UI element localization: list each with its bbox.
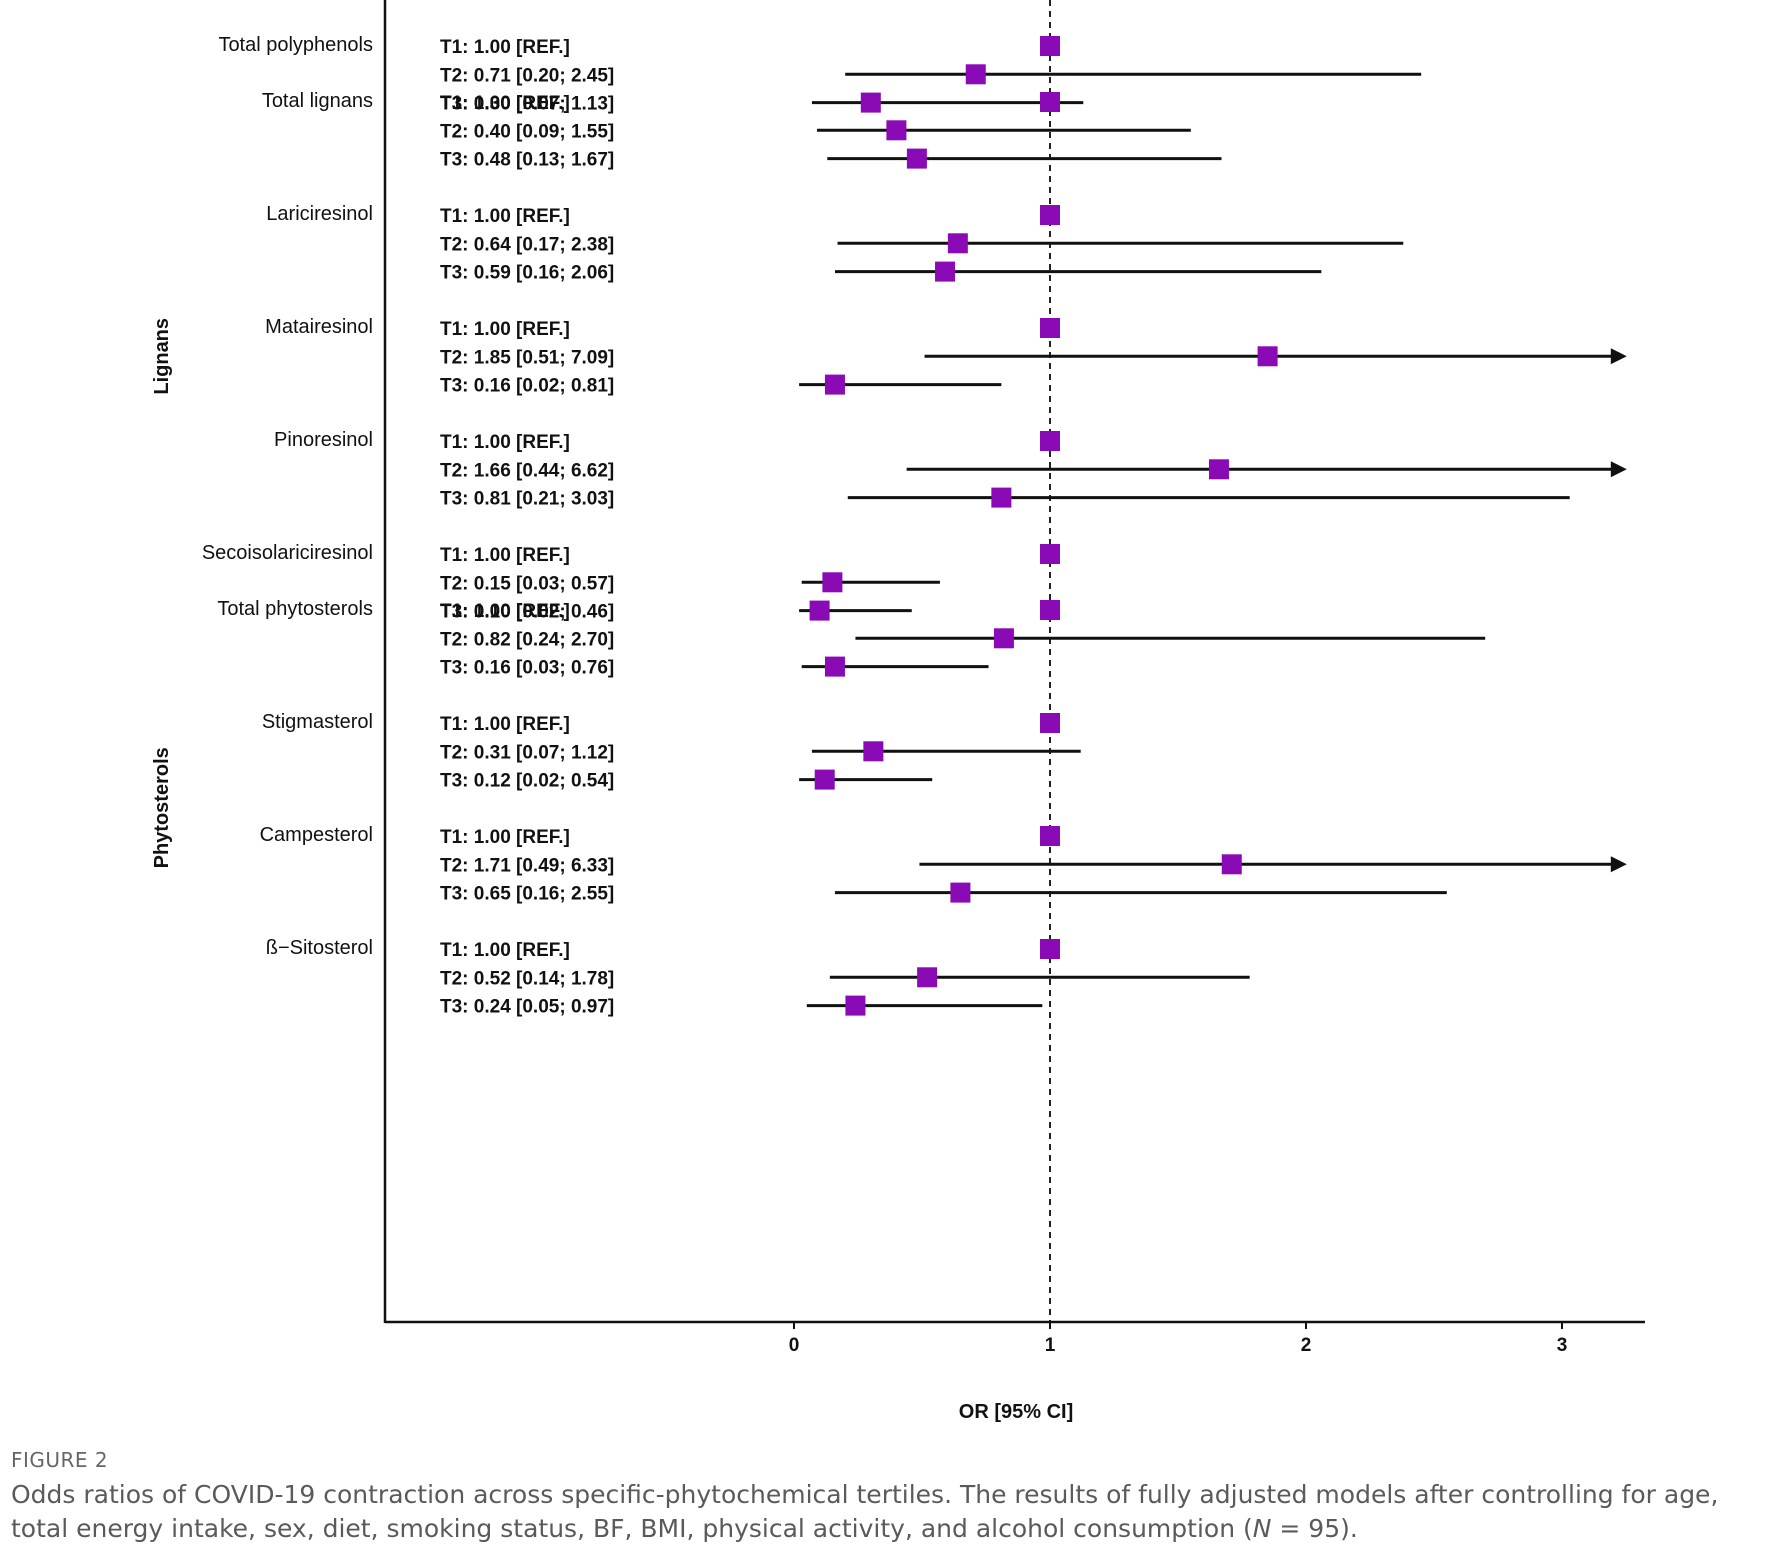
or-point: [886, 120, 907, 141]
or-point: [950, 882, 971, 903]
ci-arrow: [1610, 348, 1627, 365]
caption-n: N: [1252, 1514, 1272, 1543]
ci-arrow: [1610, 461, 1627, 478]
row-label: T1: 1.00 [REF.]: [440, 37, 570, 58]
row-label: T1: 1.00 [REF.]: [440, 545, 570, 566]
compound-label: Total polyphenols: [218, 34, 373, 56]
compound-label: Pinoresinol: [274, 429, 373, 451]
or-point: [814, 769, 835, 790]
row-label: T1: 1.00 [REF.]: [440, 206, 570, 227]
figure-caption-text: Odds ratios of COVID-19 contraction acro…: [11, 1478, 1761, 1546]
or-point: [845, 995, 866, 1016]
row-label: T3: 0.16 [0.02; 0.81]: [440, 376, 614, 397]
row-label: T2: 0.71 [0.20; 2.45]: [440, 65, 614, 86]
or-point: [1040, 431, 1060, 451]
figure-caption: FIGURE 2 Odds ratios of COVID-19 contrac…: [11, 1448, 1761, 1546]
or-point: [947, 233, 968, 254]
row-label: T2: 1.85 [0.51; 7.09]: [440, 347, 614, 368]
row-label: T3: 0.59 [0.16; 2.06]: [440, 263, 614, 284]
row-label: T3: 0.10 [0.02; 0.46]: [440, 602, 614, 623]
row-label: T1: 1.00 [REF.]: [440, 940, 570, 961]
compound-label: ß−Sitosterol: [266, 937, 373, 959]
row-label: T1: 1.00 [REF.]: [440, 827, 570, 848]
row-label: T3: 0.12 [0.02; 0.54]: [440, 771, 614, 792]
row-label: T3: 0.16 [0.03; 0.76]: [440, 658, 614, 679]
or-point: [1221, 854, 1242, 875]
compound-label: Total phytosterols: [217, 598, 373, 620]
row-label: T3: 0.65 [0.16; 2.55]: [440, 884, 614, 905]
or-point: [863, 741, 884, 762]
ci-arrow: [1610, 856, 1627, 873]
or-point: [1040, 713, 1060, 733]
or-point: [1040, 92, 1060, 112]
or-point: [935, 261, 956, 282]
or-point: [1040, 600, 1060, 620]
figure-label: FIGURE 2: [11, 1448, 109, 1472]
row-label: T2: 0.31 [0.07; 1.12]: [440, 742, 614, 763]
or-point: [1040, 318, 1060, 338]
or-point: [991, 487, 1012, 508]
or-point: [1040, 544, 1060, 564]
or-point: [824, 656, 845, 677]
row-label: T1: 1.00 [REF.]: [440, 432, 570, 453]
x-tick-label: 0: [789, 1335, 800, 1356]
or-point: [860, 92, 881, 113]
row-label: T1: 1.00 [REF.]: [440, 319, 570, 340]
or-point: [906, 148, 927, 169]
or-point: [1040, 36, 1060, 56]
row-label: T3: 0.48 [0.13; 1.67]: [440, 150, 614, 171]
row-label: T3: 0.30 [0.07; 1.13]: [440, 94, 614, 115]
row-label: T1: 1.00 [REF.]: [440, 93, 570, 114]
forest-plot: 0 1 2 3 OR [95% CI] Lignans Phytosterols Total …: [151, 0, 1645, 1423]
row-label: T2: 1.66 [0.44; 6.62]: [440, 460, 614, 481]
row-label: T3: 0.24 [0.05; 0.97]: [440, 997, 614, 1018]
compound-label: Secoisolariciresinol: [202, 542, 373, 564]
or-point: [824, 374, 845, 395]
or-point: [917, 967, 938, 988]
row-label: T2: 0.15 [0.03; 0.57]: [440, 573, 614, 594]
or-point: [1208, 459, 1229, 480]
group-label: Lignans: [151, 318, 173, 395]
x-tick-label: 1: [1045, 1335, 1056, 1356]
or-point: [1257, 346, 1278, 367]
or-point: [1040, 205, 1060, 225]
or-point: [993, 628, 1014, 649]
compound-label: Total lignans: [262, 90, 373, 112]
row-label: T2: 0.40 [0.09; 1.55]: [440, 121, 614, 142]
row-label: T1: 1.00 [REF.]: [440, 714, 570, 735]
x-axis-label: OR [95% CI]: [959, 1401, 1073, 1423]
group-label: Phytosterols: [151, 747, 173, 868]
row-label: T2: 0.82 [0.24; 2.70]: [440, 629, 614, 650]
or-point: [809, 600, 830, 621]
or-point: [1040, 826, 1060, 846]
x-tick-label: 2: [1301, 1335, 1312, 1356]
compound-label: Lariciresinol: [266, 203, 373, 225]
row-label: T1: 1.00 [REF.]: [440, 601, 570, 622]
row-label: T2: 0.52 [0.14; 1.78]: [440, 968, 614, 989]
row-label: T2: 0.64 [0.17; 2.38]: [440, 234, 614, 255]
compound-label: Matairesinol: [265, 316, 373, 338]
or-point: [965, 64, 986, 85]
row-label: T2: 1.71 [0.49; 6.33]: [440, 855, 614, 876]
caption-main: Odds ratios of COVID-19 contraction acro…: [11, 1480, 1719, 1543]
compound-label: Stigmasterol: [262, 711, 373, 733]
compound-label: Campesterol: [260, 824, 373, 846]
or-point: [1040, 939, 1060, 959]
or-point: [822, 572, 843, 593]
caption-end: = 95).: [1271, 1514, 1358, 1543]
row-label: T3: 0.81 [0.21; 3.03]: [440, 489, 614, 510]
x-tick-label: 3: [1557, 1335, 1568, 1356]
